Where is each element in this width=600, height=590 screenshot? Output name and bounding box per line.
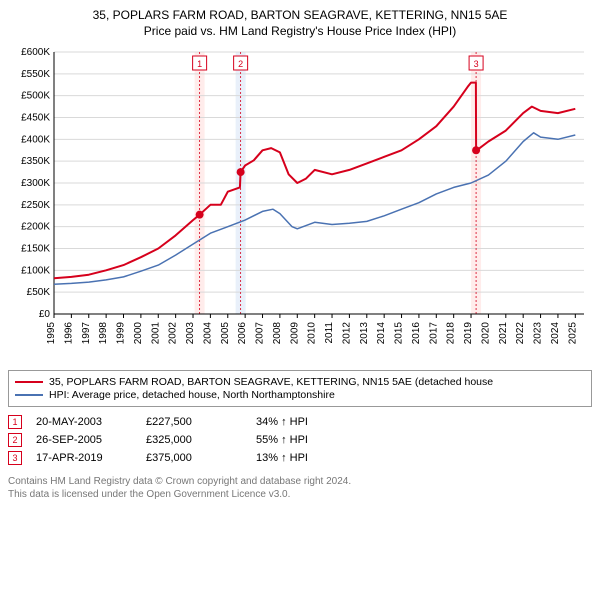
legend-item: HPI: Average price, detached house, Nort… bbox=[15, 389, 585, 401]
event-marker: 3 bbox=[8, 451, 22, 465]
svg-text:£350K: £350K bbox=[21, 156, 50, 167]
svg-text:2024: 2024 bbox=[550, 322, 561, 345]
svg-text:£450K: £450K bbox=[21, 113, 50, 124]
legend-swatch bbox=[15, 381, 43, 383]
svg-text:£400K: £400K bbox=[21, 134, 50, 145]
svg-text:£250K: £250K bbox=[21, 200, 50, 211]
svg-text:1: 1 bbox=[197, 59, 202, 69]
svg-text:3: 3 bbox=[474, 59, 479, 69]
footer-line2: This data is licensed under the Open Gov… bbox=[8, 488, 592, 501]
svg-text:2025: 2025 bbox=[567, 322, 578, 345]
event-date: 17-APR-2019 bbox=[36, 452, 146, 464]
event-delta: 34% ↑ HPI bbox=[256, 416, 308, 428]
footer-line1: Contains HM Land Registry data © Crown c… bbox=[8, 475, 592, 488]
svg-text:2019: 2019 bbox=[463, 322, 474, 345]
chart-area: £0 £50K £100K £150K £200K £250K £300K £350K £400… bbox=[8, 44, 592, 364]
legend-swatch bbox=[15, 394, 43, 396]
svg-text:2: 2 bbox=[238, 59, 243, 69]
svg-text:2018: 2018 bbox=[446, 322, 457, 345]
svg-text:1996: 1996 bbox=[63, 322, 74, 345]
svg-text:2009: 2009 bbox=[289, 322, 300, 345]
svg-text:2021: 2021 bbox=[498, 322, 509, 345]
event-date: 20-MAY-2003 bbox=[36, 416, 146, 428]
legend-item: 35, POPLARS FARM ROAD, BARTON SEAGRAVE, … bbox=[15, 376, 585, 388]
svg-text:2004: 2004 bbox=[202, 322, 213, 345]
title-address: 35, POPLARS FARM ROAD, BARTON SEAGRAVE, … bbox=[8, 8, 592, 22]
event-price: £325,000 bbox=[146, 434, 256, 446]
svg-text:2023: 2023 bbox=[533, 322, 544, 345]
svg-text:2022: 2022 bbox=[515, 322, 526, 345]
event-price: £227,500 bbox=[146, 416, 256, 428]
svg-text:2008: 2008 bbox=[272, 322, 283, 345]
svg-text:£600K: £600K bbox=[21, 47, 50, 58]
svg-text:2000: 2000 bbox=[133, 322, 144, 345]
svg-text:£150K: £150K bbox=[21, 244, 50, 255]
legend: 35, POPLARS FARM ROAD, BARTON SEAGRAVE, … bbox=[8, 370, 592, 407]
legend-label: 35, POPLARS FARM ROAD, BARTON SEAGRAVE, … bbox=[49, 376, 493, 388]
svg-text:2006: 2006 bbox=[237, 322, 248, 345]
svg-text:1999: 1999 bbox=[116, 322, 127, 345]
event-row: 2 26-SEP-2005£325,00055% ↑ HPI bbox=[8, 433, 592, 447]
svg-text:2001: 2001 bbox=[150, 322, 161, 345]
legend-label: HPI: Average price, detached house, Nort… bbox=[49, 389, 335, 401]
svg-text:£0: £0 bbox=[39, 309, 51, 320]
event-marker: 1 bbox=[8, 415, 22, 429]
svg-text:2016: 2016 bbox=[411, 322, 422, 345]
svg-text:2017: 2017 bbox=[428, 322, 439, 345]
svg-text:£100K: £100K bbox=[21, 265, 50, 276]
svg-text:2013: 2013 bbox=[359, 322, 370, 345]
svg-text:£500K: £500K bbox=[21, 91, 50, 102]
svg-text:2011: 2011 bbox=[324, 322, 335, 344]
event-date: 26-SEP-2005 bbox=[36, 434, 146, 446]
svg-text:2012: 2012 bbox=[341, 322, 352, 345]
svg-text:2003: 2003 bbox=[185, 322, 196, 345]
event-marker: 2 bbox=[8, 433, 22, 447]
chart-titles: 35, POPLARS FARM ROAD, BARTON SEAGRAVE, … bbox=[8, 8, 592, 38]
footer-attribution: Contains HM Land Registry data © Crown c… bbox=[8, 475, 592, 501]
title-subtitle: Price paid vs. HM Land Registry's House … bbox=[8, 24, 592, 38]
svg-text:2007: 2007 bbox=[255, 322, 266, 345]
event-row: 3 17-APR-2019£375,00013% ↑ HPI bbox=[8, 451, 592, 465]
svg-text:£300K: £300K bbox=[21, 178, 50, 189]
event-row: 1 20-MAY-2003£227,50034% ↑ HPI bbox=[8, 415, 592, 429]
price-chart: £0 £50K £100K £150K £200K £250K £300K £350K £400… bbox=[8, 44, 592, 364]
svg-text:1997: 1997 bbox=[81, 322, 92, 345]
svg-text:£50K: £50K bbox=[27, 287, 51, 298]
svg-text:2010: 2010 bbox=[307, 322, 318, 345]
event-delta: 13% ↑ HPI bbox=[256, 452, 308, 464]
svg-text:2002: 2002 bbox=[168, 322, 179, 345]
svg-text:2005: 2005 bbox=[220, 322, 231, 345]
event-delta: 55% ↑ HPI bbox=[256, 434, 308, 446]
svg-text:2014: 2014 bbox=[376, 322, 387, 345]
svg-text:2015: 2015 bbox=[394, 322, 405, 345]
svg-text:2020: 2020 bbox=[480, 322, 491, 345]
svg-text:1995: 1995 bbox=[46, 322, 57, 345]
event-price: £375,000 bbox=[146, 452, 256, 464]
svg-text:£200K: £200K bbox=[21, 222, 50, 233]
svg-text:1998: 1998 bbox=[98, 322, 109, 345]
events-table: 1 20-MAY-2003£227,50034% ↑ HPI 2 26-SEP-200… bbox=[8, 415, 592, 465]
svg-text:£550K: £550K bbox=[21, 69, 50, 80]
